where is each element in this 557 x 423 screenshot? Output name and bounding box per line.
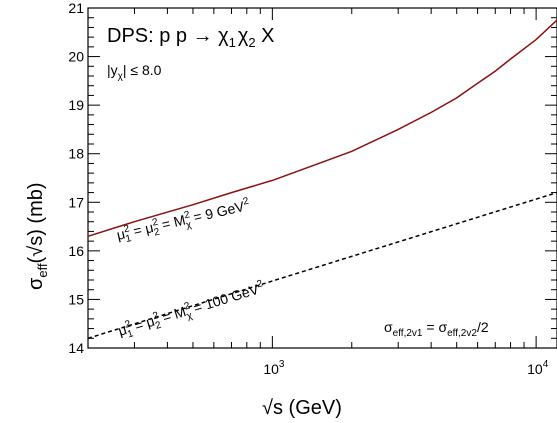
- y-tick-label: 18: [68, 146, 84, 162]
- y-axis-label: σeff(√s) (mb): [25, 182, 50, 290]
- y-tick-label: 19: [68, 97, 84, 113]
- y-tick-label: 17: [68, 194, 84, 210]
- axis-ticks: [87, 7, 557, 349]
- rapidity-cut-label: |yχ| ≤ 8.0: [107, 62, 162, 82]
- x-tick-label: 104: [527, 359, 549, 377]
- series-label-100gev: μ21 = μ22 = M2χ = 100 GeV2: [116, 278, 268, 343]
- x-tick-label: 103: [263, 359, 285, 377]
- y-tick-label: 16: [68, 243, 84, 259]
- y-tick-label: 21: [68, 0, 84, 16]
- series-group: [87, 19, 557, 340]
- plot-frame: [87, 7, 557, 349]
- y-tick-label: 20: [68, 49, 84, 65]
- series-line-100gev: [87, 191, 557, 340]
- x-tick-labels: 103 104: [263, 359, 548, 377]
- chart-title: DPS: p p → χ1 χ2 X: [107, 25, 275, 50]
- x-axis-label: √s (GeV): [262, 397, 342, 419]
- y-tick-label: 14: [68, 340, 84, 356]
- y-tick-labels: 14 15 16 17 18 19 20 21: [68, 0, 84, 356]
- y-tick-label: 15: [68, 291, 84, 307]
- series-line-9gev: [87, 19, 557, 238]
- annotation-sigma-relation: σeff,2v1 = σeff,2v2/2: [384, 319, 489, 339]
